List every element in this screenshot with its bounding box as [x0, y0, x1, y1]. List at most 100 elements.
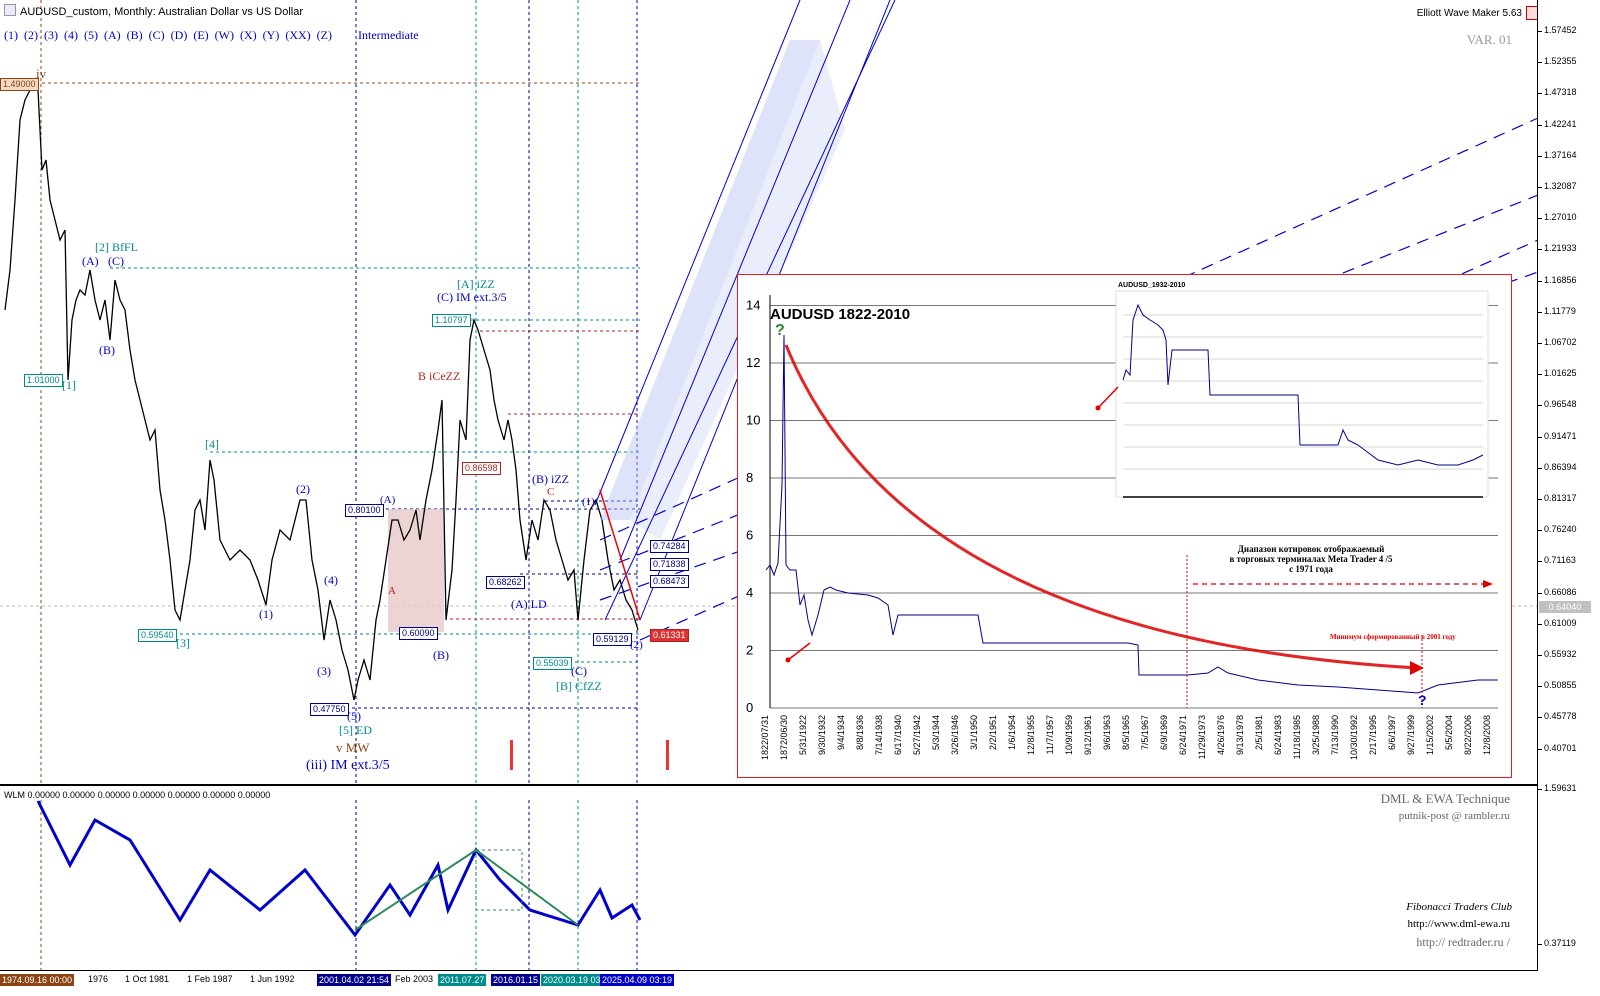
marker-bar — [666, 740, 669, 770]
inset-x-tick: 8/22/2006 — [1463, 715, 1473, 755]
inset-y-tick: 12 — [746, 355, 760, 370]
wave-label[interactable]: (1) — [582, 496, 595, 508]
small-red-dot — [785, 657, 791, 663]
price-box: 0.86598 — [462, 462, 501, 475]
inset-x-tick: 10/30/1992 — [1349, 715, 1359, 760]
indicator-label: WLM 0.00000 0.00000 0.00000 0.00000 0.00… — [4, 790, 271, 800]
wave-label[interactable]: (C) — [571, 664, 587, 678]
wave-label[interactable]: (5) — [347, 709, 361, 723]
wave-label[interactable]: A — [388, 585, 396, 597]
degree-button[interactable]: (XX) — [285, 28, 311, 42]
wave-degree-toolbar: (1) (2) (3) (4) (5) (A) (B) (C) (D) (E) (W) (X) (Y) (… — [4, 28, 425, 43]
url-2[interactable]: http:// redtrader.ru / — [1416, 935, 1510, 949]
time-marker-label[interactable]: 2011.07.27 — [438, 974, 487, 986]
wave-label[interactable]: [5] ED — [339, 723, 372, 737]
price-box: 0.59540 — [138, 629, 177, 642]
wave-label[interactable]: [A] iZZ — [457, 277, 495, 291]
price-tick: 1.21933 — [1538, 243, 1577, 254]
wave-label[interactable]: B iCeZZ — [418, 369, 461, 383]
degree-button[interactable]: (Z) — [316, 28, 332, 42]
wave-label[interactable]: (3) — [317, 664, 331, 678]
time-marker-label[interactable]: 2025.04.09 03:19 — [600, 974, 675, 986]
inset-x-tick: 11/29/1973 — [1197, 715, 1207, 759]
wave-label[interactable]: (C) IM ext.3/5 — [437, 290, 507, 304]
degree-button[interactable]: (1) — [4, 28, 18, 42]
inset-x-tick: 9/12/1961 — [1083, 715, 1093, 755]
degree-button[interactable]: (W) — [214, 28, 234, 42]
time-marker-label[interactable]: 2016.01.15 — [491, 974, 541, 986]
inset-x-tick: 3/26/1946 — [950, 715, 960, 755]
price-tick: 0.40701 — [1538, 742, 1577, 753]
degree-button[interactable]: (4) — [64, 28, 78, 42]
url-1[interactable]: http://www.dml-ewa.ru — [1407, 918, 1510, 930]
inset-x-tick: 9/13/1978 — [1235, 715, 1245, 755]
wave-label[interactable]: (2) — [296, 482, 310, 496]
price-tick: 1.42241 — [1538, 118, 1577, 129]
inset-x-tick: 1/6/1954 — [1007, 715, 1017, 750]
time-marker-label[interactable]: 2020.03.19 03 — [541, 974, 603, 986]
wave-label[interactable]: iv — [36, 66, 47, 81]
degree-button[interactable]: (2) — [24, 28, 38, 42]
variant-label: VAR. 01 — [1466, 32, 1512, 47]
wave-label[interactable]: C — [547, 486, 555, 498]
minimum-note: Минимум сформированный в 2001 году — [1330, 633, 1456, 641]
wave-label[interactable]: (1) — [259, 607, 273, 621]
price-box: 1.01000 — [24, 374, 63, 387]
wave-label[interactable]: (B) iZZ — [532, 472, 569, 486]
small-inset-series — [1122, 303, 1484, 466]
inset-x-tick: 5/31/1922 — [798, 715, 808, 755]
range-note-line-2: в торговых терминалах Meta Trader 4 /5 — [1229, 554, 1393, 564]
wave-label[interactable]: (A) — [380, 494, 396, 506]
wave-label[interactable]: (4) — [324, 573, 338, 587]
correction-zone — [388, 509, 444, 632]
wave-label[interactable]: [B] CfZZ — [556, 679, 602, 693]
price-tick: 0.96548 — [1538, 399, 1577, 410]
wave-label[interactable]: [4] — [205, 437, 219, 451]
range-note: Диапазон котировок отображаемый в торгов… — [1196, 544, 1426, 574]
wave-label[interactable]: (B) — [433, 648, 449, 662]
degree-button[interactable]: (D) — [170, 28, 188, 42]
degree-button[interactable]: (3) — [44, 28, 58, 42]
wlm-indicator-chart[interactable] — [0, 800, 1600, 970]
degree-button[interactable]: (C) — [148, 28, 165, 42]
time-axis[interactable]: 1976 1 Oct 1981 1 Feb 1987 1 Jun 1992 Feb 20… — [0, 970, 1538, 996]
degree-button[interactable]: (5) — [84, 28, 98, 42]
wave-label[interactable]: v MW — [336, 740, 370, 755]
wave-label[interactable]: (C) — [108, 254, 124, 268]
inset-y-tick: 0 — [746, 700, 753, 715]
degree-button[interactable]: (A) — [104, 28, 121, 42]
wave-label[interactable]: [2] BfFL — [95, 240, 138, 254]
wave-label[interactable]: (A) LD — [511, 597, 547, 611]
wave-label[interactable]: (iii) IM ext.3/5 — [306, 758, 390, 773]
degree-button[interactable]: (Y) — [262, 28, 280, 42]
price-tick: 1.57452 — [1538, 25, 1577, 35]
indicator-line — [36, 800, 642, 938]
wave-label[interactable]: [3] — [176, 636, 190, 650]
price-scale[interactable]: 1.57452 1.52355 1.47318 1.42241 1.37164 1.320… — [1537, 0, 1600, 970]
indicator-separator[interactable] — [0, 784, 1538, 786]
time-marker-label[interactable]: 2001.04.02 21:54 — [317, 974, 392, 986]
inset-chart-svg: 0 2 4 6 8 10 12 14 1822/07/31 1872/06/30 5/31/1922… — [746, 290, 1498, 760]
marker-bar — [510, 740, 513, 770]
time-tick: 1976 — [88, 974, 109, 984]
price-box: 0.61331 — [650, 629, 689, 642]
inset-x-tick: 6/6/1997 — [1387, 715, 1397, 750]
inset-x-tick: 2/17/1995 — [1368, 715, 1378, 755]
wave-label[interactable]: (2) — [630, 639, 643, 651]
wave-label[interactable]: (B) — [99, 343, 115, 357]
price-tick: 1.06702 — [1538, 337, 1577, 347]
price-tick: 1.47318 — [1538, 87, 1577, 98]
wave-label[interactable]: (A) — [82, 254, 99, 268]
inset-x-tick: 9/30/1932 — [817, 715, 827, 755]
degree-button[interactable]: (E) — [193, 28, 209, 42]
chart-window-icon — [4, 4, 16, 16]
price-tick: 1.16856 — [1538, 274, 1577, 285]
wave-label[interactable]: [1] — [62, 378, 76, 392]
degree-active-label[interactable]: Intermediate — [358, 28, 419, 42]
trend-line-red — [599, 489, 641, 621]
degree-button[interactable]: (B) — [126, 28, 143, 42]
curved-arrow — [784, 344, 1419, 670]
degree-button[interactable]: (X) — [240, 28, 257, 42]
price-box: 0.60090 — [399, 627, 438, 640]
time-marker-label[interactable]: 1974.09.16 00:00 — [0, 974, 75, 986]
